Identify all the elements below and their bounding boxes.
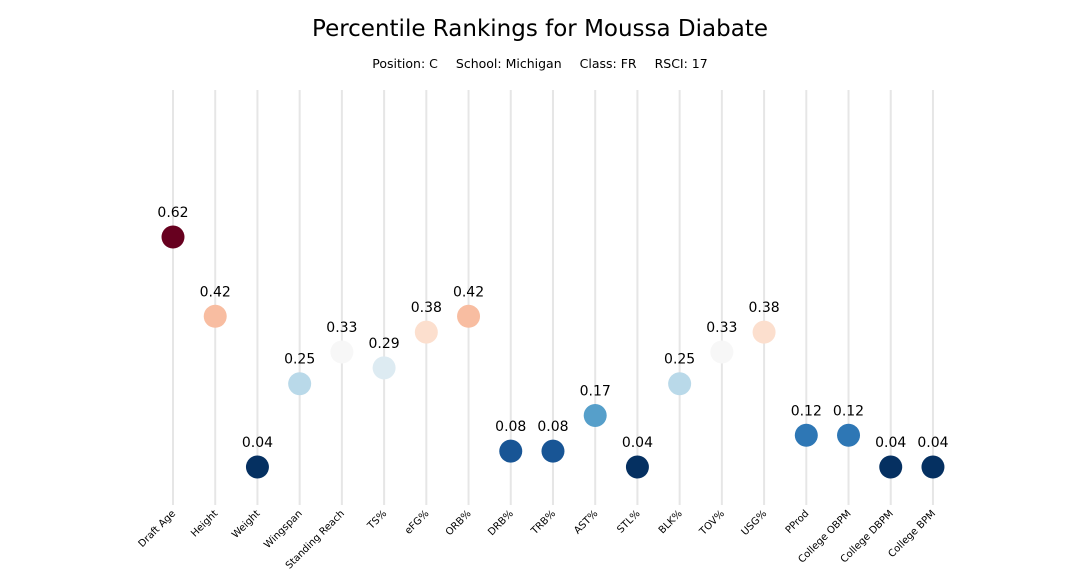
- tick-label-blk-pct: BLK%: [657, 508, 685, 536]
- subtitle-class: Class: FR: [579, 56, 637, 71]
- subtitle-rsci: RSCI: 17: [654, 56, 708, 71]
- point-college-bpm: [921, 455, 945, 479]
- tick-label-usg-pct: USG%: [740, 508, 770, 538]
- tick-label-stl-pct: STL%: [615, 508, 642, 535]
- tick-label-height: Height: [189, 508, 220, 539]
- tick-label-ast-pct: AST%: [572, 508, 600, 536]
- subtitle-school: School: Michigan: [455, 56, 562, 71]
- value-label-draft-age: 0.62: [157, 205, 188, 221]
- value-label-height: 0.42: [200, 284, 231, 300]
- tick-label-weight: Weight: [230, 508, 262, 540]
- tick-label-ts-pct: TS%: [365, 508, 389, 532]
- value-label-orb-pct: 0.42: [453, 284, 484, 300]
- tick-label-orb-pct: ORB%: [444, 508, 474, 538]
- value-label-efg-pct: 0.38: [411, 300, 442, 316]
- value-label-usg-pct: 0.38: [748, 300, 779, 316]
- point-wingspan: [288, 372, 312, 396]
- tick-label-trb-pct: TRB%: [529, 508, 558, 537]
- point-college-obpm: [837, 423, 861, 447]
- chart-title: Percentile Rankings for Moussa Diabate: [312, 16, 768, 42]
- value-label-college-obpm: 0.12: [833, 403, 864, 419]
- point-stl-pct: [625, 455, 649, 479]
- tick-label-tov-pct: TOV%: [697, 508, 727, 538]
- tick-label-wingspan: Wingspan: [262, 508, 305, 551]
- point-pprod: [794, 423, 818, 447]
- chart-subtitle: Position: C School: Michigan Class: FR RSCI…: [0, 56, 1080, 71]
- value-label-college-bpm: 0.04: [917, 435, 948, 451]
- point-standing-reach: [330, 340, 354, 364]
- value-label-college-dbpm: 0.04: [875, 435, 906, 451]
- point-efg-pct: [414, 320, 438, 344]
- value-label-weight: 0.04: [242, 435, 273, 451]
- value-label-standing-reach: 0.33: [326, 320, 357, 336]
- point-weight: [245, 455, 269, 479]
- point-draft-age: [161, 225, 185, 249]
- value-label-stl-pct: 0.04: [622, 435, 653, 451]
- value-label-pprod: 0.12: [791, 403, 822, 419]
- value-label-ts-pct: 0.29: [369, 336, 400, 352]
- point-trb-pct: [541, 439, 565, 463]
- point-ast-pct: [583, 403, 607, 427]
- data-points: [161, 225, 945, 479]
- value-label-blk-pct: 0.25: [664, 352, 695, 368]
- gridlines: [172, 90, 934, 505]
- point-height: [203, 304, 227, 328]
- point-ts-pct: [372, 356, 396, 380]
- value-label-ast-pct: 0.17: [580, 383, 611, 399]
- point-drb-pct: [499, 439, 523, 463]
- tick-label-pprod: PProd: [784, 508, 812, 536]
- subtitle-position: Position: C: [372, 56, 438, 71]
- point-usg-pct: [752, 320, 776, 344]
- tick-label-efg-pct: eFG%: [403, 508, 431, 536]
- point-blk-pct: [668, 372, 692, 396]
- point-college-dbpm: [879, 455, 903, 479]
- tick-label-draft-age: Draft Age: [137, 508, 179, 550]
- tick-label-drb-pct: DRB%: [486, 508, 516, 538]
- point-orb-pct: [457, 304, 481, 328]
- value-label-wingspan: 0.25: [284, 352, 315, 368]
- value-label-trb-pct: 0.08: [537, 419, 568, 435]
- value-labels: 0.62 0.42 0.04 0.25 0.33 0.29 0.38 0.42 0.08 0.08…: [157, 205, 948, 451]
- point-tov-pct: [710, 340, 734, 364]
- value-label-drb-pct: 0.08: [495, 419, 526, 435]
- value-label-tov-pct: 0.33: [706, 320, 737, 336]
